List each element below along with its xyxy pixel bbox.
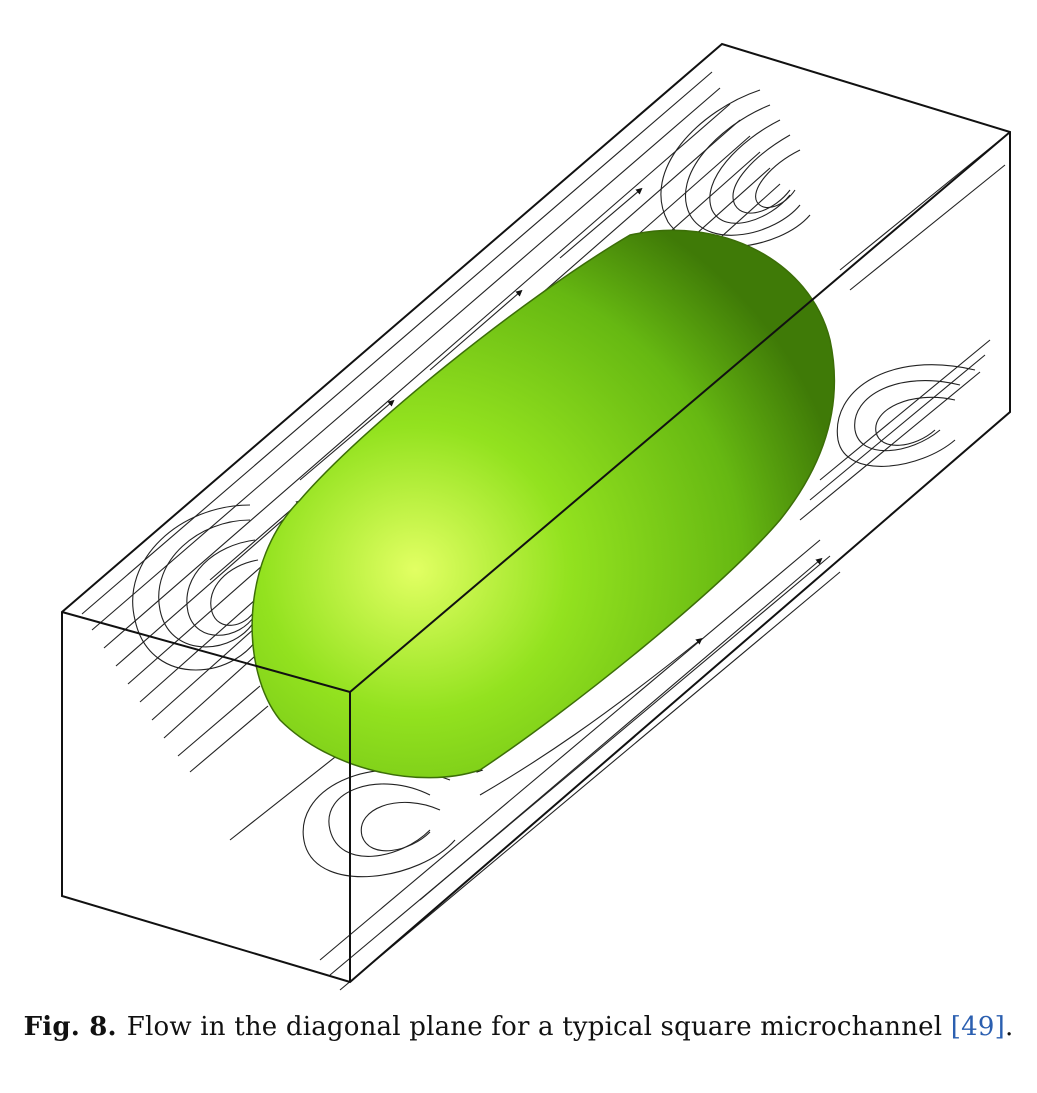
channel-wireframe [61,42,1011,984]
vortex-left [132,504,263,671]
caption-text: Flow in the diagonal plane for a typical… [126,1012,943,1042]
figure-caption: Fig. 8. Flow in the diagonal plane for a … [0,1012,1037,1042]
caption-reference-link[interactable]: [49] [950,1012,1005,1042]
figure-microchannel [61,42,1011,991]
bubble [251,229,836,779]
caption-period: . [1004,1012,1014,1042]
figure-label: Fig. 8. [23,1012,117,1042]
streamlines-right [799,139,1006,521]
vortex-top [660,89,811,248]
